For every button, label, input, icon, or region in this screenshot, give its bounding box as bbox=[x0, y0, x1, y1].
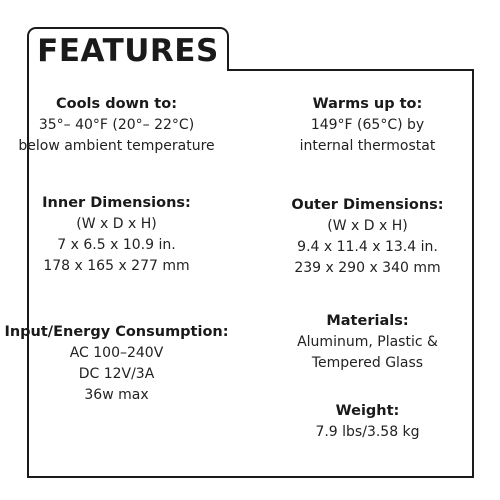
materials-line-1: Aluminum, Plastic & bbox=[297, 334, 438, 350]
inner-dimensions-axes: (W x D x H) bbox=[76, 216, 157, 232]
warms-up-section: Warms up to: 149°F (65°C) by internal th… bbox=[255, 94, 480, 157]
cools-down-range: 35°– 40°F (20°– 22°C) bbox=[38, 117, 195, 133]
input-energy-dc: DC 12V/3A bbox=[78, 366, 155, 382]
outer-dimensions-mm: 239 x 290 x 340 mm bbox=[294, 260, 441, 276]
outer-dimensions-inches: 9.4 x 11.4 x 13.4 in. bbox=[297, 239, 438, 255]
cools-down-note: below ambient temperature bbox=[18, 138, 215, 154]
cools-down-heading: Cools down to: bbox=[55, 96, 177, 112]
weight-section: Weight: 7.9 lbs/3.58 kg bbox=[255, 401, 480, 443]
inner-dimensions-section: Inner Dimensions: (W x D x H) 7 x 6.5 x … bbox=[0, 193, 233, 277]
warms-up-heading: Warms up to: bbox=[312, 96, 423, 112]
materials-line-2: Tempered Glass bbox=[311, 355, 424, 371]
materials-heading: Materials: bbox=[326, 313, 409, 329]
outer-dimensions-axes: (W x D x H) bbox=[327, 218, 408, 234]
input-energy-ac: AC 100–240V bbox=[69, 345, 164, 361]
outer-dimensions-section: Outer Dimensions: (W x D x H) 9.4 x 11.4… bbox=[255, 195, 480, 279]
weight-heading: Weight: bbox=[335, 403, 400, 419]
inner-dimensions-heading: Inner Dimensions: bbox=[42, 195, 191, 211]
inner-dimensions-inches: 7 x 6.5 x 10.9 in. bbox=[57, 237, 176, 253]
features-panel bbox=[27, 69, 474, 478]
materials-section: Materials: Aluminum, Plastic & Tempered … bbox=[255, 311, 480, 374]
features-title: FEATURES bbox=[37, 33, 219, 69]
inner-dimensions-mm: 178 x 165 x 277 mm bbox=[43, 258, 190, 274]
input-energy-section: Input/Energy Consumption: AC 100–240V DC… bbox=[0, 322, 233, 406]
input-energy-max: 36w max bbox=[84, 387, 149, 403]
weight-value: 7.9 lbs/3.58 kg bbox=[315, 424, 420, 440]
warms-up-note: internal thermostat bbox=[299, 138, 436, 154]
outer-dimensions-heading: Outer Dimensions: bbox=[291, 197, 444, 213]
cools-down-section: Cools down to: 35°– 40°F (20°– 22°C) bel… bbox=[0, 94, 233, 157]
features-tab: FEATURES bbox=[27, 27, 229, 71]
warms-up-temp: 149°F (65°C) by bbox=[310, 117, 425, 133]
input-energy-heading: Input/Energy Consumption: bbox=[4, 324, 229, 340]
